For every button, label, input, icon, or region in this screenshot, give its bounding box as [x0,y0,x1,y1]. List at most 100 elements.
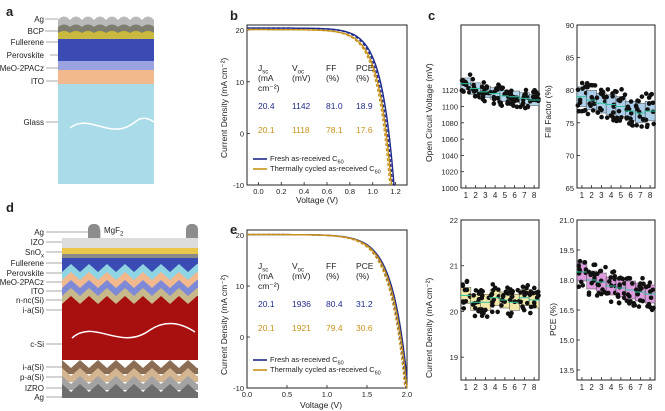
data-point [480,94,486,99]
data-point [630,281,635,286]
layer-label: IZO [30,238,44,247]
table-cell: 31.2 [356,299,373,309]
data-point [621,291,627,296]
data-point [472,313,478,319]
data-point [639,94,645,99]
x-tick-label: 1.5 [362,390,372,399]
data-point [628,116,633,121]
data-point [632,302,638,308]
layer-label: c-Si [30,340,44,349]
data-point [637,114,643,119]
layer-label: BCP [27,27,44,36]
data-point [616,108,622,114]
x-tick-label: 1 [464,383,469,392]
x-tick-label: 3 [483,383,488,392]
data-point [482,98,487,104]
data-point [594,293,600,298]
data-point [649,91,655,97]
table-cell: 18.9 [356,101,373,111]
data-point [604,115,610,120]
data-point [648,295,654,301]
data-point [499,303,504,308]
data-point [625,104,631,110]
panel-c-letter: c [428,8,436,23]
data-point [461,306,467,311]
data-point [481,80,487,85]
data-point [582,260,587,265]
layer-label: Glass [23,118,44,127]
x-tick-label: 4 [493,383,498,392]
data-point [523,87,529,93]
layer-label: Fullerene [10,259,44,268]
table-header: Voc [292,63,305,76]
data-point [589,280,594,286]
data-point [630,123,635,128]
y-tick-label: 1040 [441,151,458,160]
data-point [628,110,634,116]
data-point [473,288,479,293]
table-unit: (mV) [292,73,311,83]
data-point [636,98,641,104]
x-tick-label: 7 [522,191,527,200]
y-tick-label: 65 [566,184,574,193]
data-point [619,87,624,92]
data-point [594,95,600,101]
y-tick-label: 19 [450,353,458,362]
data-point [643,91,649,96]
jv-curve [247,28,391,186]
layer-label: Ag [34,393,44,402]
layer-label: ITO [30,77,44,86]
jv-e-xlabel: Voltage (V) [300,400,343,410]
data-point [619,115,624,120]
data-point [650,100,656,106]
y-tick-label: 1100 [442,103,458,112]
data-point [496,82,501,87]
data-point [599,291,604,297]
data-point [639,124,644,129]
data-point [484,85,489,91]
x-tick-label: 8 [532,191,537,200]
data-point [576,284,582,290]
y-tick-label: 75 [566,119,574,128]
layer-label: ITO [30,287,44,296]
table-unit: (%) [356,271,370,281]
table-cell: 80.4 [326,299,343,309]
data-point [470,86,476,92]
table-cell: 30.6 [356,323,373,333]
data-point [600,287,605,292]
data-point [490,303,495,308]
data-point [522,92,527,98]
data-point [590,83,595,88]
data-point [617,284,622,290]
data-point [608,275,614,280]
x-tick-label: 3 [599,383,604,392]
data-point [492,285,498,291]
data-point [577,258,583,264]
x-tick-label: 3 [483,191,488,200]
x-tick-label: 8 [648,191,653,200]
panel-a-letter: a [6,4,14,19]
x-tick-label: 7 [638,191,643,200]
data-point [580,283,586,288]
x-tick-label: 2 [589,383,594,392]
y-tick-label: 1000 [441,184,458,193]
data-point [521,289,527,294]
data-point [509,294,515,299]
table-header: PCE [356,63,374,73]
data-point [491,97,497,102]
table-header: FF [326,261,337,271]
x-tick-label: 5 [503,383,508,392]
y-tick-label: 13.5 [559,366,574,375]
data-point [466,85,471,91]
y-tick-label: 20 [450,307,458,316]
data-point [490,282,496,287]
layer-label: NiO/MeO-2PACz [0,278,44,287]
data-point [590,108,596,113]
data-point [479,307,485,312]
table-header: Voc [292,261,305,274]
x-tick-label: 2 [589,191,594,200]
x-tick-label: 7 [522,383,527,392]
